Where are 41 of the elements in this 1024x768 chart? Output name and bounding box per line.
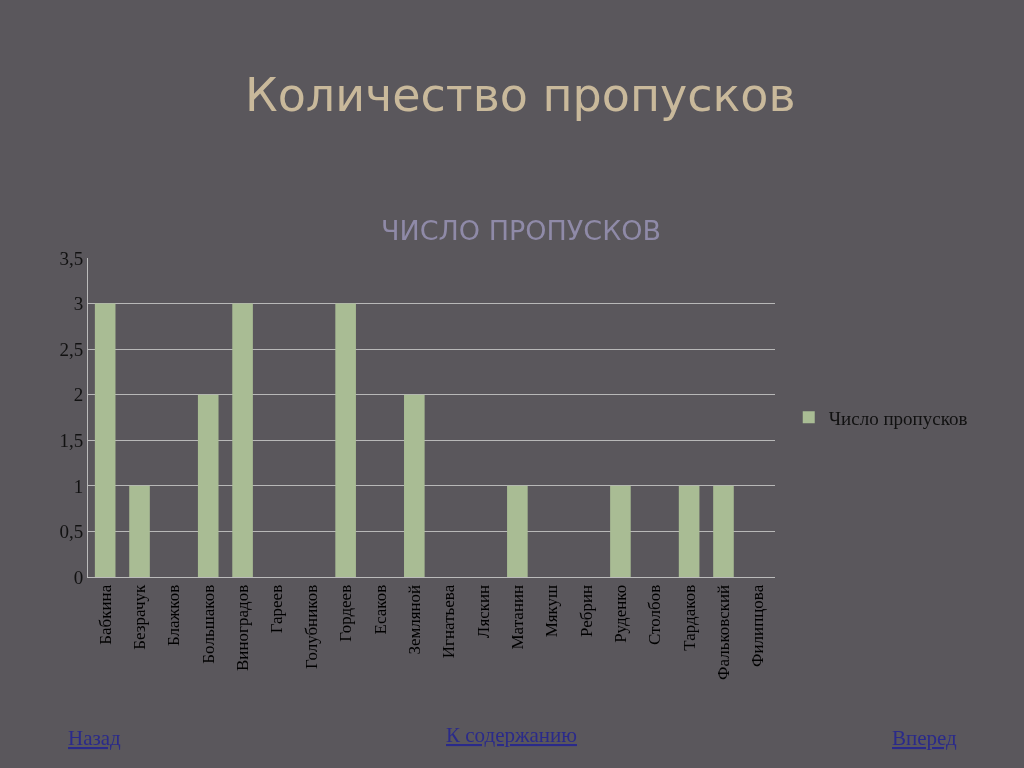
x-tick-label: Филипцова xyxy=(748,584,768,667)
x-tick-label: Бабкина xyxy=(95,584,115,645)
y-tick-label: 1,5 xyxy=(59,429,84,451)
x-tick-label: Матанин xyxy=(507,584,527,650)
x-tick-label: Блажков xyxy=(164,584,184,647)
x-tick-label: Большаков xyxy=(198,584,218,664)
x-tick-label: Ребрин xyxy=(576,584,596,637)
x-tick-label: Земляной xyxy=(404,584,424,655)
y-tick-label: 0 xyxy=(73,566,84,588)
x-tick-label: Виноградов xyxy=(233,584,253,672)
x-tick-label: Мякуш xyxy=(542,584,562,638)
x-tick-label: Фальковский xyxy=(714,584,734,680)
y-tick-label: 3,5 xyxy=(59,247,84,269)
x-tick-label: Столбов xyxy=(645,584,665,646)
x-tick-label: Тардаков xyxy=(679,584,699,651)
y-tick-label: 3 xyxy=(73,293,84,315)
x-tick-label: Гордеев xyxy=(336,584,356,642)
x-tick-label: Ляскин xyxy=(473,584,493,639)
legend-label: Число пропусков xyxy=(828,407,968,429)
x-tick-label: Голубников xyxy=(301,584,321,669)
bar xyxy=(713,485,734,577)
bar xyxy=(678,485,700,577)
bar xyxy=(610,485,631,577)
bar xyxy=(335,303,356,577)
y-tick-label: 0,5 xyxy=(59,521,84,543)
bar xyxy=(94,303,116,577)
x-tick-label: Есаков xyxy=(370,584,390,635)
bar xyxy=(197,394,219,577)
x-tick-label: Игнатьева xyxy=(439,584,459,659)
chart-subtitle: ЧИСЛО ПРОПУСКОВ xyxy=(381,215,662,246)
chart-title: Количество пропусков xyxy=(245,68,796,122)
x-tick-label: Безрачук xyxy=(130,584,150,650)
y-tick-label: 2 xyxy=(73,384,84,406)
y-tick-label: 2,5 xyxy=(59,338,84,360)
bar xyxy=(507,485,528,577)
bar xyxy=(232,303,253,577)
x-tick-label: Гареев xyxy=(267,584,287,634)
bar xyxy=(129,485,150,577)
x-tick-label: Руденко xyxy=(610,584,630,643)
bar xyxy=(404,394,425,577)
y-tick-label: 1 xyxy=(73,475,84,497)
